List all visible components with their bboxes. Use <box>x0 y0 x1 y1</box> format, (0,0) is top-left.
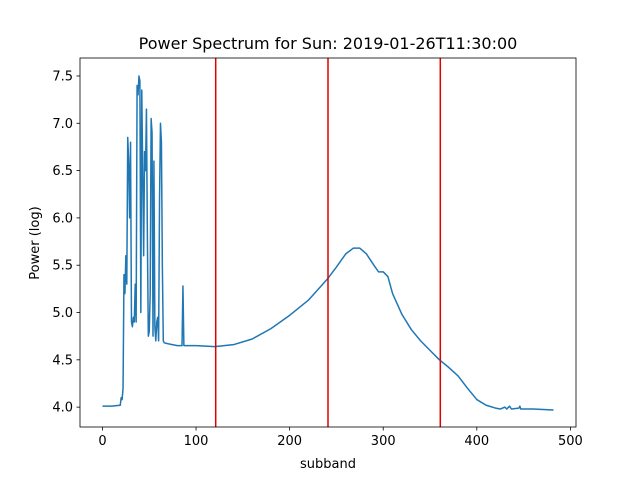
x-tick-label: 200 <box>277 434 302 449</box>
x-tick-label: 0 <box>98 434 106 449</box>
x-tick-label: 300 <box>371 434 396 449</box>
chart-title: Power Spectrum for Sun: 2019-01-26T11:30… <box>139 34 518 53</box>
data-line <box>102 75 554 411</box>
y-tick-label: 6.5 <box>52 164 73 179</box>
x-tick-label: 100 <box>184 434 209 449</box>
y-tick-label: 7.5 <box>52 69 73 84</box>
y-tick-label: 5.0 <box>52 306 73 321</box>
x-tick-label: 500 <box>558 434 583 449</box>
y-tick-label: 4.0 <box>52 401 73 416</box>
plot-frame <box>79 57 577 428</box>
y-axis-label: Power (log) <box>28 206 43 279</box>
x-axis-label: subband <box>300 457 356 472</box>
x-tick-label: 400 <box>464 434 489 449</box>
y-tick-label: 5.5 <box>52 259 73 274</box>
y-tick-label: 6.0 <box>52 211 73 226</box>
y-tick-label: 4.5 <box>52 353 73 368</box>
y-tick-label: 7.0 <box>52 117 73 132</box>
